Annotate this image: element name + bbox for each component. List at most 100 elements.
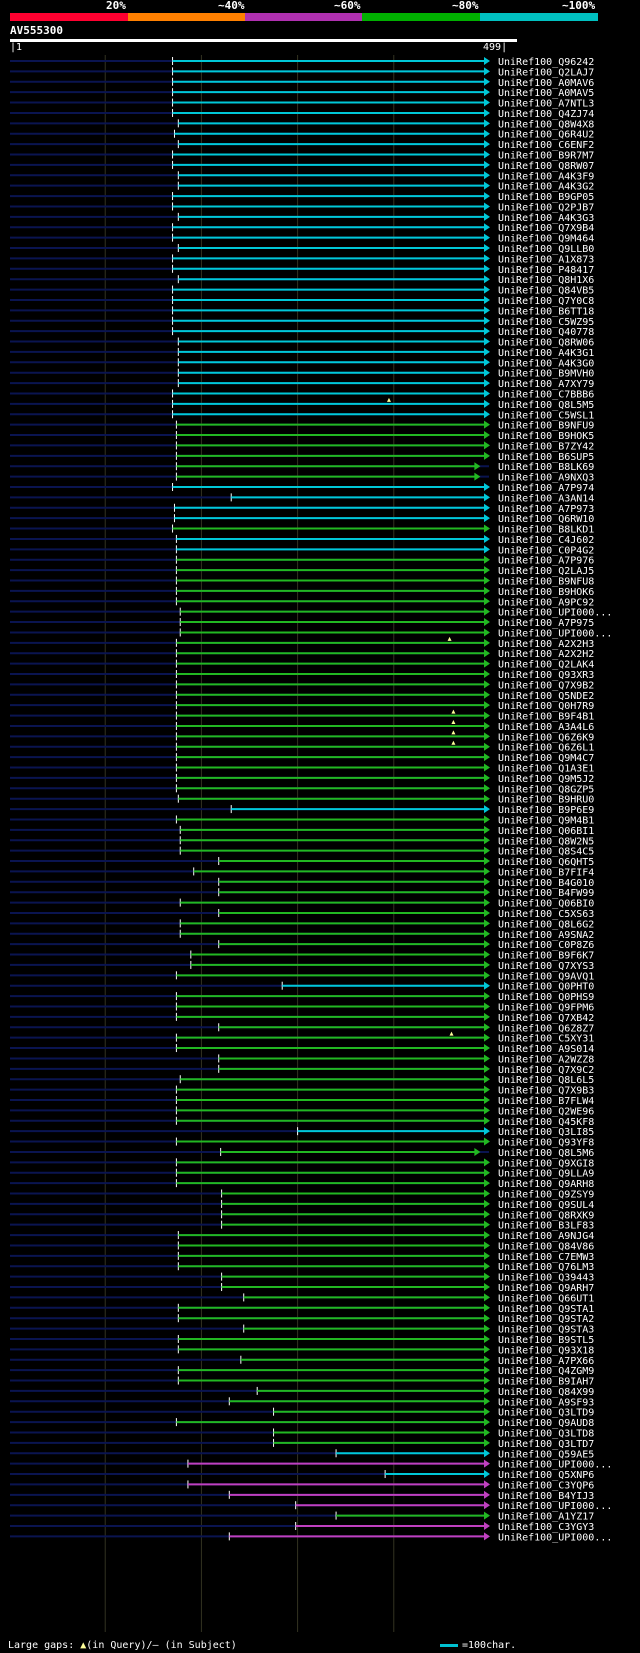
hit-label[interactable]: UniRef100_UPI000... bbox=[498, 608, 612, 619]
hit-row[interactable]: UniRef100_Q8GZP5 bbox=[10, 784, 594, 795]
hit-label[interactable]: UniRef100_Q39443 bbox=[498, 1273, 594, 1284]
hit-row[interactable]: UniRef100_Q9M464 bbox=[10, 233, 594, 245]
hit-label[interactable]: UniRef100_Q8L5M6 bbox=[498, 1148, 594, 1159]
hit-row[interactable]: UniRef100_A9NXQ3 bbox=[10, 472, 594, 484]
hit-label[interactable]: UniRef100_Q3LI85 bbox=[498, 1127, 594, 1138]
hit-row[interactable]: UniRef100_Q8RXK9 bbox=[10, 1210, 594, 1221]
hit-row[interactable]: UniRef100_B9HOK5 bbox=[10, 431, 594, 442]
hit-row[interactable]: UniRef100_A0MAV6 bbox=[10, 77, 594, 89]
hit-label[interactable]: UniRef100_B9GP05 bbox=[498, 192, 594, 203]
hit-row[interactable]: UniRef100_B9F6K7 bbox=[10, 950, 594, 962]
hit-label[interactable]: UniRef100_B4YIJ3 bbox=[498, 1491, 594, 1502]
hit-row[interactable]: UniRef100_Q8L5M6 bbox=[10, 1147, 594, 1159]
hit-row[interactable]: UniRef100_B9GP05 bbox=[10, 192, 594, 203]
hit-label[interactable]: UniRef100_B9F6K7 bbox=[498, 951, 594, 962]
hit-label[interactable]: UniRef100_A9SNA2 bbox=[498, 930, 594, 941]
hit-row[interactable]: UniRef100_C0P4G2 bbox=[10, 545, 594, 556]
hit-label[interactable]: UniRef100_A9NXQ3 bbox=[498, 473, 594, 484]
hit-label[interactable]: UniRef100_Q9LLA9 bbox=[498, 1169, 594, 1180]
hit-label[interactable]: UniRef100_B9IAH7 bbox=[498, 1377, 594, 1388]
hit-label[interactable]: UniRef100_Q76LM3 bbox=[498, 1262, 594, 1273]
hit-row[interactable]: UniRef100_Q6Z8Z7 bbox=[10, 1023, 594, 1034]
hit-label[interactable]: UniRef100_Q9AVQ1 bbox=[498, 971, 594, 982]
hit-row[interactable]: UniRef100_Q7XYS3 bbox=[10, 960, 594, 972]
hit-row[interactable]: UniRef100_Q7X9B2 bbox=[10, 680, 594, 691]
hit-label[interactable]: UniRef100_Q96242 bbox=[498, 57, 594, 68]
hit-row[interactable]: UniRef100_Q9STA3 bbox=[10, 1324, 594, 1336]
hit-label[interactable]: UniRef100_A7XY79 bbox=[498, 379, 594, 390]
hit-label[interactable]: UniRef100_A1X873 bbox=[498, 254, 594, 265]
hit-row[interactable]: UniRef100_Q6QHT5 bbox=[10, 857, 594, 868]
hit-label[interactable]: UniRef100_B9F4B1 bbox=[498, 712, 594, 723]
hit-row[interactable]: UniRef100_Q6RW10 bbox=[10, 514, 594, 525]
hit-row[interactable]: UniRef100_A9SF93 bbox=[10, 1397, 594, 1408]
hit-row[interactable]: UniRef100_Q2LAJ5 bbox=[10, 566, 594, 577]
hit-row[interactable]: UniRef100_Q76LM3 bbox=[10, 1262, 594, 1273]
hit-label[interactable]: UniRef100_C7BBB6 bbox=[498, 389, 594, 400]
hit-row[interactable]: UniRef100_A9PC92 bbox=[10, 597, 594, 608]
hit-row[interactable]: UniRef100_Q9M4B1 bbox=[10, 815, 594, 826]
hit-label[interactable]: UniRef100_B9P6E9 bbox=[498, 805, 594, 816]
hit-row[interactable]: UniRef100_A7P976 bbox=[10, 555, 594, 567]
hit-label[interactable]: UniRef100_Q93YF8 bbox=[498, 1138, 594, 1149]
hit-row[interactable]: UniRef100_Q9ZSY9 bbox=[10, 1189, 594, 1201]
hit-label[interactable]: UniRef100_Q84VB5 bbox=[498, 286, 594, 297]
hit-label[interactable]: UniRef100_A9S014 bbox=[498, 1044, 594, 1055]
hit-row[interactable]: UniRef100_A7PX66 bbox=[10, 1355, 594, 1367]
hit-label[interactable]: UniRef100_B4FW99 bbox=[498, 888, 594, 899]
hit-label[interactable]: UniRef100_B4G010 bbox=[498, 878, 594, 889]
hit-row[interactable]: UniRef100_A9NJG4 bbox=[10, 1231, 594, 1242]
hit-row[interactable]: UniRef100_Q8S4C5 bbox=[10, 846, 594, 858]
hit-label[interactable]: UniRef100_Q9ZSY9 bbox=[498, 1190, 594, 1201]
hit-row[interactable]: UniRef100_Q0H7R9 bbox=[10, 701, 594, 712]
hit-row[interactable]: UniRef100_C5XS63 bbox=[10, 908, 594, 920]
hit-label[interactable]: UniRef100_B9MVH0 bbox=[498, 369, 594, 380]
hit-row[interactable]: UniRef100_A4K3G3 bbox=[10, 212, 594, 224]
hit-row[interactable]: UniRef100_Q9LLA9 bbox=[10, 1168, 594, 1180]
hit-row[interactable]: UniRef100_A2X2H2 bbox=[10, 649, 594, 660]
hit-label[interactable]: UniRef100_Q4ZJ74 bbox=[498, 109, 594, 120]
hit-label[interactable]: UniRef100_A4K3G2 bbox=[498, 182, 594, 193]
hit-row[interactable]: UniRef100_C5WZ95 bbox=[10, 316, 594, 328]
hit-row[interactable]: UniRef100_Q8L5M5 bbox=[10, 397, 594, 411]
hit-row[interactable]: UniRef100_Q06BI1 bbox=[10, 825, 594, 837]
hit-row[interactable]: UniRef100_Q9AUD8 bbox=[10, 1418, 594, 1429]
hit-label[interactable]: UniRef100_UPI000... bbox=[498, 1460, 612, 1471]
hit-label[interactable]: UniRef100_Q8RW06 bbox=[498, 338, 594, 349]
hit-row[interactable]: UniRef100_Q9ARH7 bbox=[10, 1283, 594, 1294]
hit-label[interactable]: UniRef100_Q66UT1 bbox=[498, 1293, 594, 1304]
hit-row[interactable]: UniRef100_B9HOK6 bbox=[10, 586, 594, 598]
hit-label[interactable]: UniRef100_A7P973 bbox=[498, 504, 594, 515]
hit-row[interactable]: UniRef100_Q8H1X6 bbox=[10, 275, 594, 286]
hit-label[interactable]: UniRef100_Q2LAK4 bbox=[498, 660, 594, 671]
hit-label[interactable]: UniRef100_B3LF83 bbox=[498, 1221, 594, 1232]
hit-label[interactable]: UniRef100_Q5NDE2 bbox=[498, 691, 594, 702]
hit-row[interactable]: UniRef100_Q84VB5 bbox=[10, 285, 594, 297]
hit-row[interactable]: UniRef100_B7ZY42 bbox=[10, 441, 594, 452]
hit-label[interactable]: UniRef100_Q8L6G2 bbox=[498, 919, 594, 930]
hit-row[interactable]: UniRef100_P48417 bbox=[10, 264, 594, 276]
hit-row[interactable]: UniRef100_B8LKD1 bbox=[10, 524, 594, 536]
hit-row[interactable]: UniRef100_B6SUP5 bbox=[10, 451, 594, 463]
hit-row[interactable]: UniRef100_Q7Y0C8 bbox=[10, 295, 594, 307]
hit-row[interactable]: UniRef100_B9P6E9 bbox=[10, 805, 594, 816]
hit-row[interactable]: UniRef100_Q39443 bbox=[10, 1272, 594, 1284]
hit-row[interactable]: UniRef100_Q0PHT0 bbox=[10, 981, 594, 993]
hit-label[interactable]: UniRef100_A7P974 bbox=[498, 483, 594, 494]
hit-label[interactable]: UniRef100_Q93X18 bbox=[498, 1345, 594, 1356]
hit-row[interactable]: UniRef100_Q3LTD8 bbox=[10, 1428, 594, 1439]
hit-label[interactable]: UniRef100_Q8RW07 bbox=[498, 161, 594, 172]
hit-label[interactable]: UniRef100_Q9ARH7 bbox=[498, 1283, 594, 1294]
hit-label[interactable]: UniRef100_Q3LTD9 bbox=[498, 1408, 594, 1419]
hit-row[interactable]: UniRef100_B9MVH0 bbox=[10, 368, 594, 380]
hit-label[interactable]: UniRef100_Q9STA3 bbox=[498, 1325, 594, 1336]
hit-label[interactable]: UniRef100_Q8L6L5 bbox=[498, 1075, 594, 1086]
hit-row[interactable]: UniRef100_Q9AVQ1 bbox=[10, 971, 594, 982]
hit-label[interactable]: UniRef100_Q9SUL4 bbox=[498, 1200, 594, 1211]
hit-label[interactable]: UniRef100_A0MAV5 bbox=[498, 88, 594, 99]
hit-row[interactable]: UniRef100_Q59AE5 bbox=[10, 1449, 594, 1460]
hit-label[interactable]: UniRef100_Q6QHT5 bbox=[498, 857, 594, 868]
hit-row[interactable]: UniRef100_Q40778 bbox=[10, 327, 594, 338]
hit-row[interactable]: UniRef100_C3YQP6 bbox=[10, 1480, 594, 1491]
hit-row[interactable]: UniRef100_A4K3G1 bbox=[10, 347, 594, 359]
